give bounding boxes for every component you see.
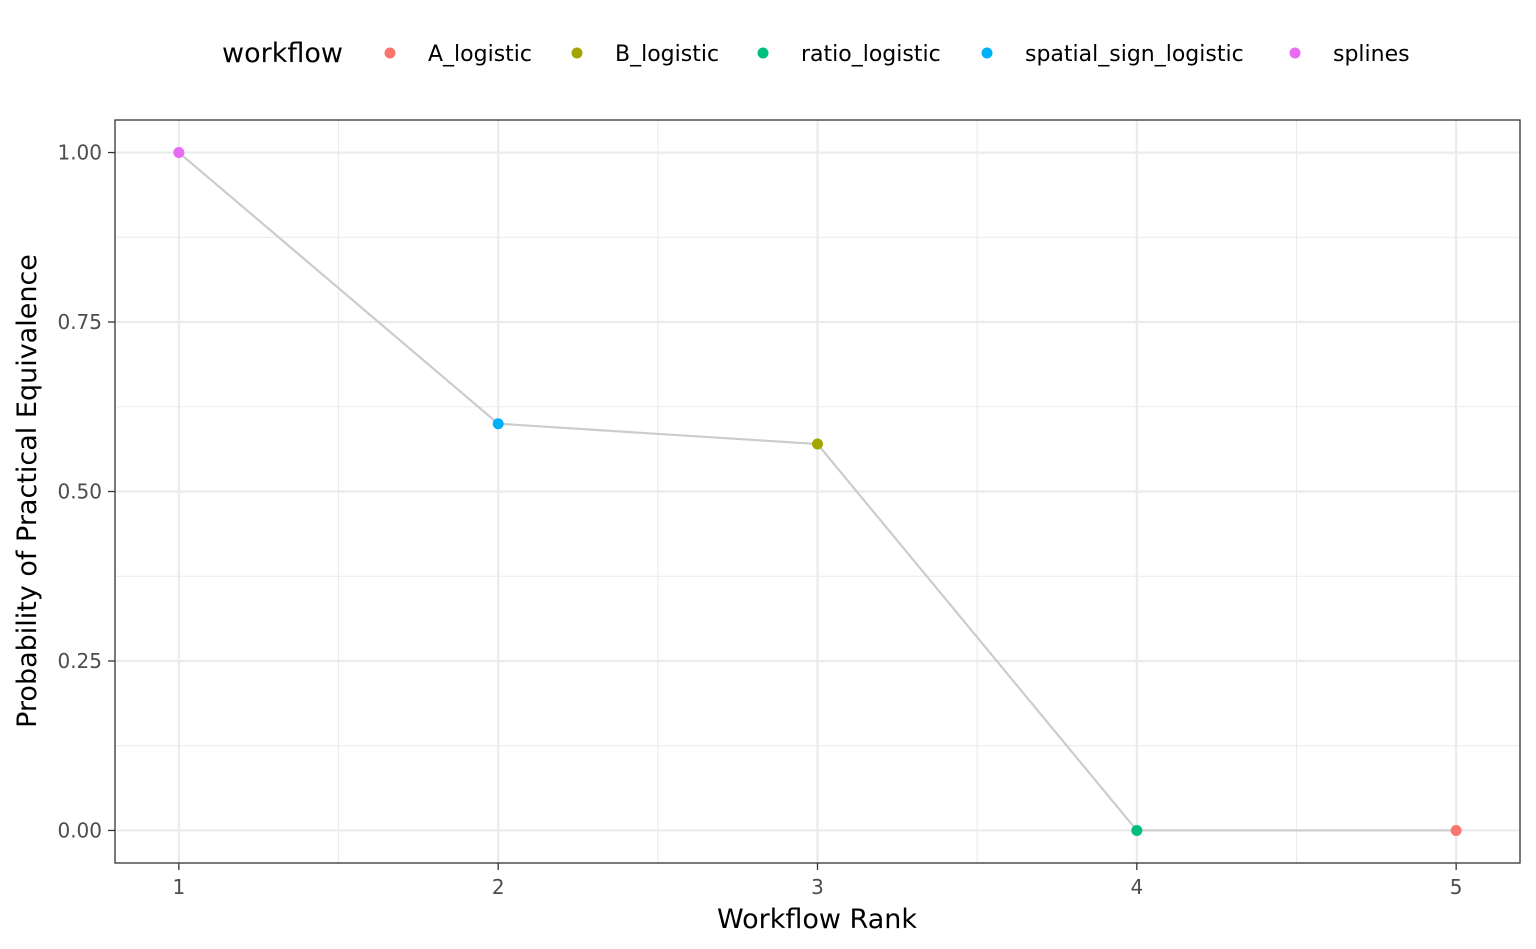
point-splines [173, 147, 185, 159]
x-axis: 1 2 3 4 5 [172, 863, 1463, 899]
x-tick-label: 1 [172, 875, 185, 899]
grid-major [115, 120, 1520, 863]
point-B-logistic [812, 438, 823, 450]
legend-label: A_logistic [428, 42, 532, 67]
legend: workflow A_logistic B_logistic ratio_logis… [222, 38, 1410, 69]
legend-item-splines: splines [1289, 42, 1410, 67]
x-axis-title: Workflow Rank [717, 904, 917, 935]
legend-label: splines [1333, 42, 1410, 67]
legend-item-ratio-logistic: ratio_logistic [757, 42, 941, 67]
point-spatial-sign-logistic [492, 418, 504, 430]
legend-key [981, 47, 993, 59]
legend-key [571, 47, 583, 59]
legend-item-A-logistic: A_logistic [384, 42, 532, 67]
y-tick-label: 0.25 [57, 649, 102, 673]
legend-item-spatial-sign-logistic: spatial_sign_logistic [981, 42, 1244, 67]
point-A-logistic [1450, 824, 1462, 836]
x-tick-label: 2 [492, 875, 505, 899]
y-tick-label: 0.75 [57, 310, 102, 334]
y-axis-title: Probability of Practical Equivalence [12, 254, 43, 728]
y-tick-label: 0.00 [57, 818, 102, 842]
legend-label: spatial_sign_logistic [1025, 42, 1244, 67]
legend-items: A_logistic B_logistic ratio_logistic spatia… [384, 42, 1410, 67]
legend-key [1289, 47, 1301, 59]
plot-panel [114, 119, 1521, 864]
x-tick-label: 4 [1130, 875, 1143, 899]
data-points [173, 147, 1462, 836]
legend-key [384, 47, 396, 59]
x-tick-label: 3 [811, 875, 824, 899]
x-tick-label: 5 [1450, 875, 1463, 899]
legend-title: workflow [222, 38, 343, 69]
legend-label: B_logistic [615, 42, 719, 67]
y-tick-label: 1.00 [57, 141, 102, 165]
legend-key [757, 47, 769, 59]
y-axis: 0.00 0.25 0.50 0.75 1.00 [57, 141, 115, 842]
legend-label: ratio_logistic [801, 42, 941, 67]
point-ratio-logistic [1131, 824, 1143, 836]
legend-item-B-logistic: B_logistic [571, 42, 719, 67]
y-tick-label: 0.50 [57, 480, 102, 504]
